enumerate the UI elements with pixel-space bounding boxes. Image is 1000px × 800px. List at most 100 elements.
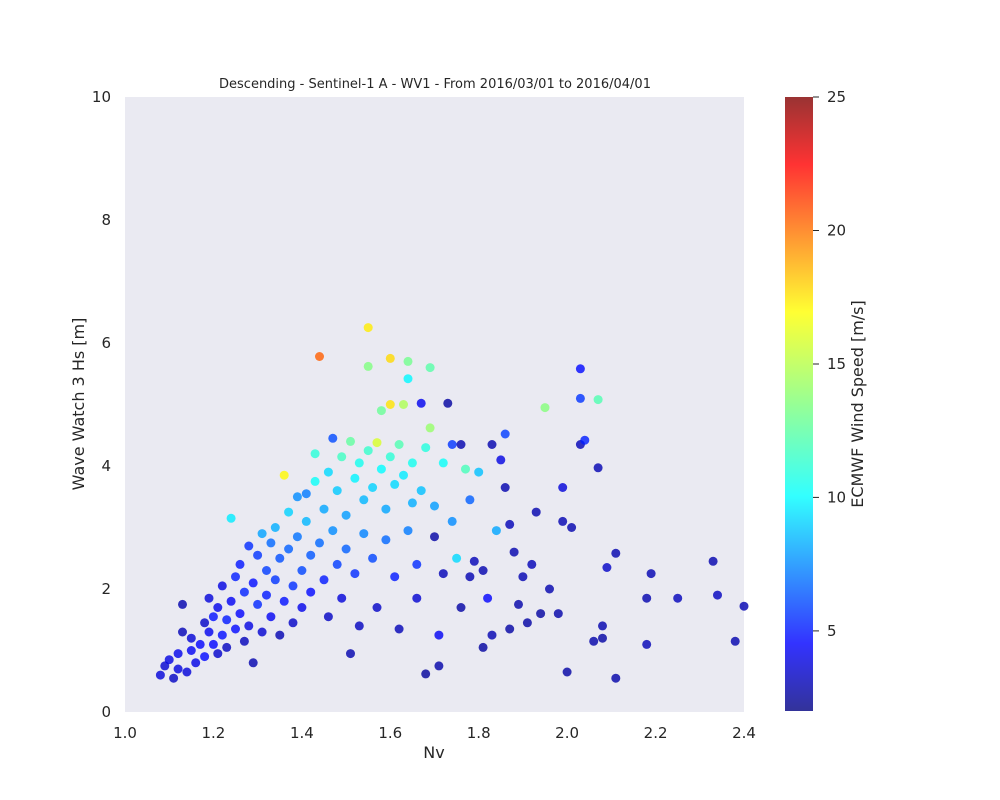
- scatter-point: [505, 519, 515, 529]
- scatter-point: [323, 467, 333, 477]
- scatter-point: [315, 352, 324, 361]
- scatter-point: [611, 548, 621, 558]
- scatter-point: [284, 507, 294, 517]
- colorbar-tick-label: 5: [827, 622, 837, 640]
- scatter-point: [244, 541, 254, 551]
- scatter-point: [416, 398, 426, 408]
- scatter-point: [580, 435, 590, 445]
- scatter-point: [226, 513, 236, 523]
- x-tick-label: 2.4: [732, 724, 756, 742]
- scatter-point: [363, 446, 373, 456]
- scatter-point: [354, 458, 364, 468]
- scatter-point: [500, 429, 510, 439]
- scatter-point: [297, 566, 307, 575]
- scatter-point: [266, 612, 276, 622]
- scatter-point: [589, 636, 599, 646]
- scatter-point: [540, 403, 550, 413]
- scatter-point: [381, 504, 391, 514]
- scatter-point: [575, 393, 585, 403]
- scatter-point: [527, 559, 537, 569]
- scatter-point: [390, 572, 400, 582]
- x-tick-label: 2.0: [555, 724, 579, 742]
- scatter-point: [213, 649, 223, 659]
- x-axis-label: Nv: [423, 743, 444, 762]
- colorbar-tick-label: 20: [827, 222, 846, 240]
- scatter-point: [182, 667, 192, 677]
- scatter-point: [292, 532, 302, 542]
- scatter-point: [169, 673, 179, 683]
- scatter-point: [368, 553, 378, 563]
- scatter-point: [253, 550, 263, 560]
- scatter-point: [306, 550, 316, 560]
- scatter-point: [438, 569, 448, 579]
- scatter-point: [195, 639, 205, 649]
- scatter-point: [394, 440, 404, 449]
- scatter-point: [558, 516, 568, 526]
- colorbar-ticks: 5 10 15 20 25: [813, 88, 846, 640]
- scatter-point: [438, 458, 448, 468]
- scatter-point: [328, 526, 338, 536]
- scatter-point: [173, 649, 183, 659]
- colorbar-tick-label: 25: [827, 88, 846, 106]
- scatter-point: [403, 526, 413, 536]
- scatter-point: [491, 526, 501, 536]
- scatter-point: [284, 544, 294, 554]
- y-tick-label: 6: [101, 334, 111, 352]
- scatter-point: [354, 621, 364, 631]
- x-tick-label: 1.2: [201, 724, 225, 742]
- scatter-point: [350, 473, 360, 483]
- x-axis-ticks: 1.0 1.2 1.4 1.6 1.8 2.0 2.2 2.4: [113, 724, 756, 742]
- scatter-point: [611, 673, 621, 683]
- scatter-point: [235, 559, 245, 569]
- scatter-point: [253, 599, 263, 609]
- scatter-point: [522, 618, 532, 628]
- scatter-point: [713, 590, 722, 600]
- colorbar: [785, 97, 813, 711]
- scatter-point: [301, 489, 311, 499]
- scatter-point: [708, 556, 718, 566]
- scatter-point: [217, 630, 227, 640]
- scatter-point: [239, 636, 249, 646]
- scatter-point: [430, 532, 439, 542]
- scatter-point: [346, 649, 355, 659]
- scatter-point: [239, 587, 249, 597]
- y-tick-label: 0: [101, 703, 111, 721]
- scatter-point: [575, 364, 585, 374]
- scatter-point: [279, 470, 289, 480]
- scatter-point: [553, 609, 563, 619]
- scatter-point: [288, 581, 298, 591]
- scatter-point: [332, 559, 342, 569]
- scatter-point: [186, 646, 196, 655]
- scatter-point: [186, 633, 196, 643]
- scatter-point: [518, 572, 528, 582]
- scatter-point: [421, 669, 431, 679]
- scatter-point: [602, 563, 612, 572]
- scatter-point: [270, 523, 280, 532]
- scatter-point: [456, 440, 466, 449]
- scatter-point: [452, 553, 462, 563]
- scatter-point: [173, 664, 183, 674]
- scatter-point: [257, 529, 267, 539]
- scatter-point: [434, 630, 444, 640]
- scatter-point: [310, 449, 320, 459]
- plot-area: [125, 97, 744, 712]
- scatter-point: [341, 510, 351, 520]
- x-tick-label: 1.8: [467, 724, 491, 742]
- scatter-point: [385, 452, 395, 462]
- scatter-point: [399, 400, 408, 409]
- scatter-point: [500, 483, 510, 492]
- scatter-point: [593, 463, 603, 473]
- scatter-point: [208, 639, 218, 649]
- scatter-point: [407, 458, 417, 468]
- scatter-point: [328, 433, 338, 443]
- y-tick-label: 2: [101, 580, 111, 598]
- scatter-point: [425, 363, 435, 373]
- scatter-point: [315, 538, 324, 548]
- scatter-point: [421, 443, 431, 453]
- scatter-point: [310, 476, 320, 486]
- scatter-point: [443, 398, 453, 408]
- scatter-point: [372, 603, 382, 612]
- scatter-point: [279, 596, 289, 606]
- y-tick-label: 4: [101, 457, 111, 475]
- scatter-point: [337, 452, 347, 462]
